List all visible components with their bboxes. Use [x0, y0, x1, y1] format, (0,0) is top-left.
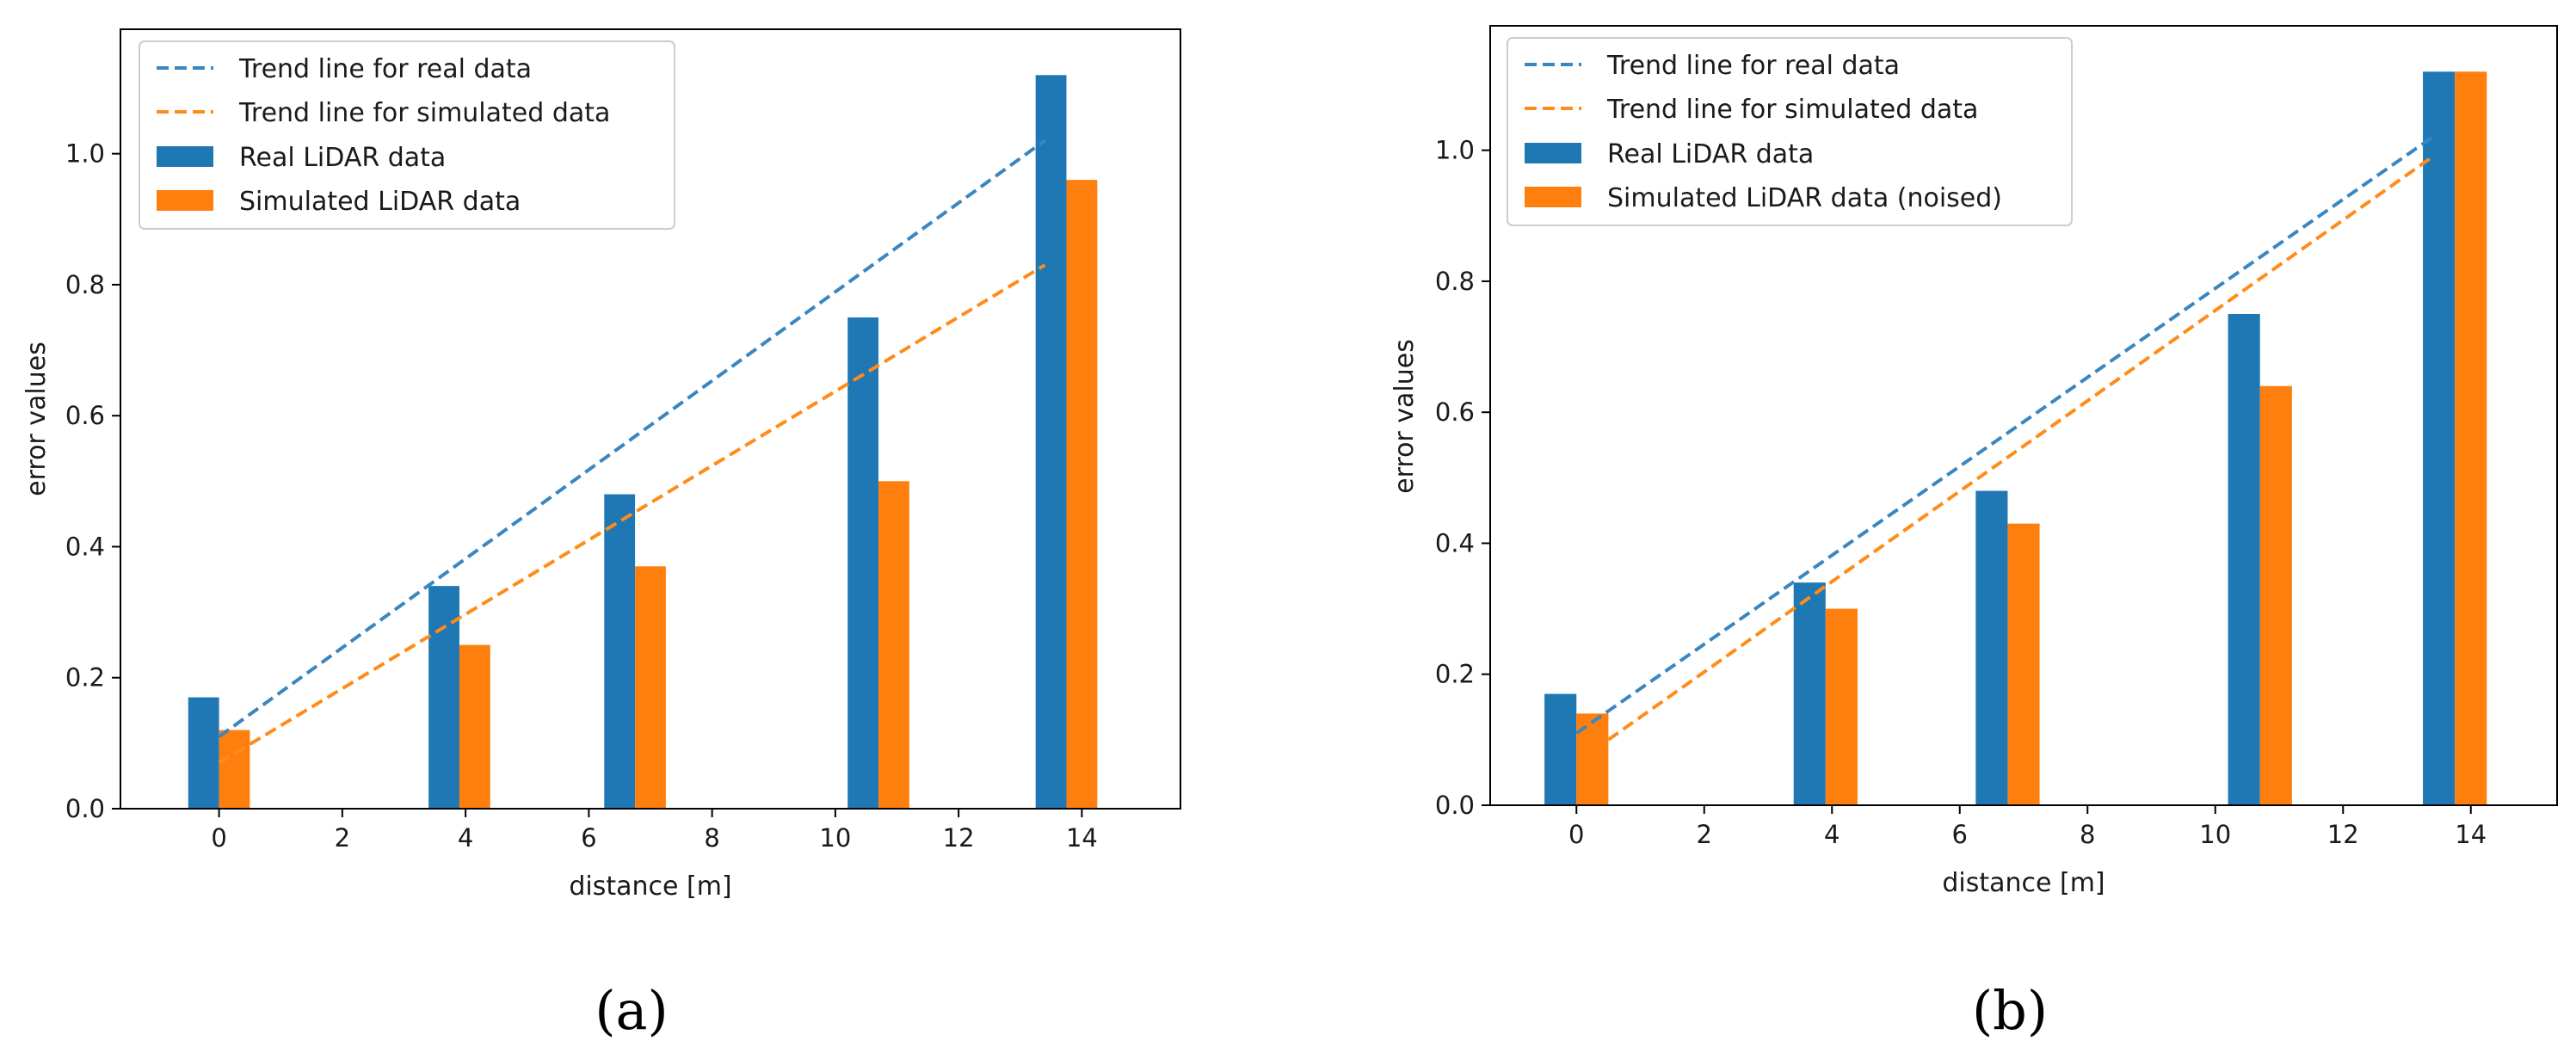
x-axis-ticks: 0 2 4 6 8 10 12 14	[211, 809, 1098, 853]
trend-lines	[218, 139, 1046, 765]
x-tick-label: 0	[1568, 820, 1584, 849]
bar-simulated-1	[2007, 523, 2040, 805]
y-tick-label: 0.4	[1435, 528, 1475, 557]
bar-simulated-4	[1576, 713, 1609, 805]
bars	[1544, 71, 2487, 806]
panel-caption: (b)	[1972, 979, 2048, 1042]
legend-patch-real	[1525, 143, 1581, 163]
bar-real-2	[604, 494, 636, 809]
x-tick-label: 14	[2455, 820, 2487, 849]
y-tick-label: 0.2	[65, 663, 105, 693]
y-axis-label: error values	[1390, 339, 1420, 494]
x-tick-label: 6	[581, 823, 596, 853]
bar-simulated-3	[2455, 71, 2487, 805]
bar-real-0	[1793, 582, 1826, 805]
legend-patch-real	[157, 146, 213, 167]
bars	[188, 75, 1098, 810]
chart-panel-a: 0 2 4 6 8 10 12 14 0.0 0.2 0.4 0.6 0.8 1.0 distance …	[22, 28, 1181, 1042]
x-axis-ticks: 0 2 4 6 8 10 12 14	[1568, 805, 2487, 849]
y-tick-label: 0.0	[1435, 791, 1475, 820]
x-tick-label: 14	[1066, 823, 1098, 853]
legend-patch-simulated	[1525, 187, 1581, 207]
x-tick-label: 8	[2080, 820, 2095, 849]
y-axis-label: error values	[22, 342, 52, 496]
x-tick-label: 2	[1697, 820, 1712, 849]
bar-simulated-0	[219, 730, 250, 809]
trend-line-real	[1575, 135, 2434, 735]
x-axis-label: distance [m]	[1942, 868, 2105, 898]
y-tick-label: 1.0	[65, 139, 105, 169]
legend-label-real: Real LiDAR data	[239, 143, 446, 173]
x-tick-label: 4	[458, 823, 473, 853]
trend-line-real	[218, 139, 1046, 738]
x-tick-label: 6	[1952, 820, 1968, 849]
x-tick-label: 10	[2199, 820, 2231, 849]
legend-box	[1507, 37, 2073, 226]
y-tick-label: 0.6	[65, 401, 105, 430]
trend-line-simulated	[218, 263, 1046, 765]
y-axis-ticks: 0.0 0.2 0.4 0.6 0.8 1.0	[65, 139, 120, 823]
bar-real-0	[188, 697, 219, 809]
bar-simulated-0	[1825, 608, 1858, 805]
legend-label-real-trend: Trend line for real data	[238, 54, 532, 84]
y-tick-label: 0.2	[1435, 660, 1475, 689]
bar-real-1	[1975, 490, 2008, 805]
bar-real-1	[428, 586, 459, 809]
legend: Trend line for real data Trend line for …	[1507, 37, 2073, 226]
legend-label-simulated-trend: Trend line for simulated data	[238, 98, 610, 128]
x-tick-label: 12	[943, 823, 975, 853]
plot-frame	[120, 28, 1181, 810]
bar-simulated-1	[459, 644, 490, 809]
legend-label-simulated: Simulated LiDAR data	[239, 187, 521, 217]
legend-box	[139, 40, 675, 230]
bar-real-2	[2228, 313, 2260, 806]
y-axis-ticks: 0.0 0.2 0.4 0.6 0.8 1.0	[1435, 136, 1490, 820]
chart-panel-b: 0 2 4 6 8 10 12 14 0.0 0.2 0.4 0.6 0.8 1.0 distance …	[1390, 25, 2558, 1042]
x-tick-label: 0	[211, 823, 226, 853]
y-tick-label: 0.8	[65, 270, 105, 299]
bar-simulated-4	[1066, 180, 1098, 809]
x-tick-label: 12	[2327, 820, 2359, 849]
y-tick-label: 0.6	[1435, 397, 1475, 427]
x-tick-label: 10	[819, 823, 851, 853]
panel-caption: (a)	[595, 979, 668, 1042]
y-tick-label: 0.4	[65, 532, 105, 561]
plot-frame	[1489, 25, 2558, 806]
bar-real-4	[1544, 693, 1577, 805]
bar-real-3	[2423, 71, 2456, 805]
y-tick-label: 0.0	[65, 794, 105, 823]
legend-patch-simulated	[157, 190, 213, 211]
bar-real-4	[1035, 75, 1067, 809]
x-tick-label: 4	[1824, 820, 1840, 849]
trend-line-simulated	[1607, 155, 2434, 742]
x-tick-label: 8	[704, 823, 719, 853]
y-tick-label: 1.0	[1435, 136, 1475, 165]
bar-simulated-2	[2259, 385, 2292, 805]
bar-simulated-2	[635, 566, 666, 809]
legend: Trend line for real data Trend line for …	[139, 40, 675, 230]
legend-label-simulated: Simulated LiDAR data (noised)	[1607, 183, 2002, 213]
bar-real-3	[847, 317, 879, 810]
legend-label-real-trend: Trend line for real data	[1606, 51, 1900, 81]
y-tick-label: 0.8	[1435, 267, 1475, 296]
legend-label-real: Real LiDAR data	[1607, 139, 1814, 169]
bar-simulated-3	[878, 481, 909, 809]
x-tick-label: 2	[335, 823, 350, 853]
legend-label-simulated-trend: Trend line for simulated data	[1606, 95, 1978, 125]
x-axis-label: distance [m]	[569, 871, 731, 902]
trend-lines	[1575, 135, 2434, 742]
